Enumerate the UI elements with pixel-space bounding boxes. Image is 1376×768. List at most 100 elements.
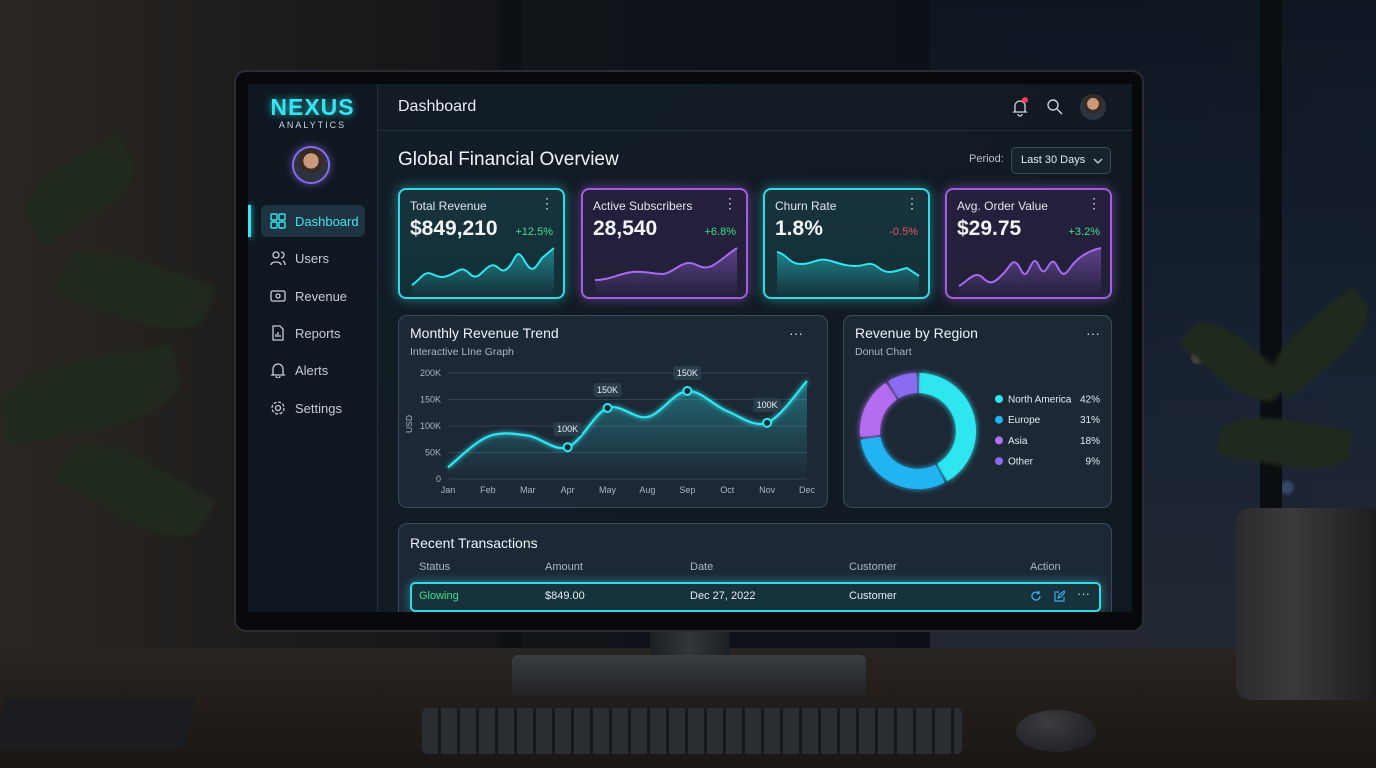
status-cell: Glowing: [419, 590, 459, 602]
x-tick-label: Apr: [561, 485, 575, 495]
dropdown-caret: [1093, 158, 1103, 164]
annotation-box: [673, 366, 702, 381]
kpi-change: -0.5%: [889, 226, 918, 238]
legend-swatch: [995, 415, 1003, 424]
table-row[interactable]: [410, 582, 1101, 612]
user-avatar[interactable]: [294, 148, 328, 182]
donut-chart-panel: Revenue by Region Donut Chart ··· North …: [843, 315, 1112, 508]
kpi-card[interactable]: Active Subscribers ⋮ 28,540 +6.8%: [581, 188, 748, 299]
dashboard-screen: NEXUS ANALYTICS Dashboard Users Revenue …: [248, 84, 1132, 612]
legend-swatch: [995, 436, 1003, 445]
kpi-card[interactable]: Churn Rate ⋮ 1.8% -0.5%: [763, 188, 930, 299]
search-icon[interactable]: [1046, 98, 1064, 116]
column-header: Status: [419, 561, 451, 573]
monitor-base: [512, 655, 866, 697]
legend-value: 31%: [1080, 415, 1100, 426]
legend-label: Europe: [1008, 415, 1041, 426]
x-tick-label: Sep: [679, 485, 695, 495]
nav-item[interactable]: Users: [261, 242, 365, 274]
kpi-value: $849,210: [410, 217, 498, 240]
annotation: 150K: [677, 368, 698, 378]
chart-subtitle: Donut Chart: [855, 346, 912, 358]
nav-item[interactable]: Alerts: [261, 354, 365, 386]
sidebar: NEXUS ANALYTICS Dashboard Users Revenue …: [248, 84, 378, 612]
card-menu[interactable]: ···: [789, 325, 803, 341]
y-tick-label: 0: [436, 474, 441, 484]
sparkline: [776, 251, 920, 297]
legend-value: 9%: [1086, 457, 1101, 468]
plant-leaf: [13, 134, 147, 246]
header-title: Dashboard: [398, 98, 477, 115]
line: [447, 380, 808, 469]
kpi-card[interactable]: Total Revenue ⋮ $849,210 +12.5%: [398, 188, 565, 299]
chart-title: Revenue by Region: [855, 325, 978, 341]
y-tick-label: 50K: [425, 448, 441, 458]
nav-item[interactable]: Revenue: [261, 280, 365, 312]
x-tick-label: Nov: [759, 485, 776, 495]
kpi-value: 28,540: [593, 217, 658, 240]
page-title: Global Financial Overview: [398, 149, 619, 170]
column-header: Amount: [545, 561, 583, 573]
kpi-label: Avg. Order Value: [957, 199, 1048, 213]
legend-value: 42%: [1080, 395, 1100, 406]
annotation-box: [553, 422, 582, 437]
column-header: Action: [1030, 561, 1061, 573]
period-value: Last 30 Days: [1021, 154, 1086, 166]
x-tick-label: May: [599, 485, 617, 495]
chart-title: Monthly Revenue Trend: [410, 325, 559, 341]
plant-pot: [1236, 508, 1376, 700]
kpi-label: Total Revenue: [410, 199, 487, 213]
y-axis-label: USD: [404, 415, 414, 433]
card-menu[interactable]: ⋮: [905, 195, 919, 211]
more-button[interactable]: ···: [1077, 586, 1090, 601]
card-menu[interactable]: ···: [1086, 325, 1100, 341]
nav-label: Revenue: [295, 289, 348, 304]
kpi-card[interactable]: Avg. Order Value ⋮ $29.75 +3.2%: [945, 188, 1112, 299]
nav-icon: [270, 363, 286, 378]
kpi-value: $29.75: [957, 217, 1022, 240]
period-label: Period:: [969, 153, 1004, 165]
nav-item[interactable]: Dashboard: [261, 205, 365, 237]
data-point: [602, 402, 613, 413]
card-menu[interactable]: ⋮: [540, 195, 554, 211]
donut-segment: [860, 382, 897, 437]
nav-label: Reports: [295, 326, 341, 341]
mouse: [1016, 710, 1096, 752]
transactions-panel: Recent Transactions Status Amount Date C…: [398, 523, 1112, 612]
plant-leaf: [54, 236, 216, 344]
legend-label: Other: [1008, 457, 1034, 468]
donut-chart: Revenue by Region Donut Chart ··· North …: [855, 325, 1101, 489]
plant-leaf: [0, 344, 185, 446]
annotation: 100K: [557, 424, 578, 434]
nav-label: Alerts: [295, 363, 329, 378]
line-chart: Monthly Revenue Trend Interactive LIne G…: [404, 325, 815, 495]
brand-tagline: ANALYTICS: [278, 120, 347, 130]
legend-swatch: [995, 457, 1003, 466]
kpi-value: 1.8%: [775, 217, 823, 240]
y-tick-label: 100K: [420, 421, 441, 431]
kpi-change: +6.8%: [704, 226, 737, 238]
legend-swatch: [995, 395, 1003, 403]
nav-item[interactable]: Reports: [261, 317, 365, 349]
donut-segment: [888, 373, 918, 399]
nav-icon: [270, 213, 286, 229]
y-tick-label: 150K: [420, 395, 441, 405]
user-avatar[interactable]: [1080, 94, 1106, 120]
x-tick-label: Aug: [639, 485, 655, 495]
nav-icon: [272, 325, 284, 341]
refresh-button[interactable]: [1030, 590, 1042, 602]
nav-item[interactable]: Settings: [261, 392, 365, 424]
card-menu[interactable]: ⋮: [723, 195, 737, 211]
kpi-label: Active Subscribers: [593, 199, 693, 213]
card-menu[interactable]: ⋮: [1087, 195, 1101, 211]
annotation: 150K: [597, 385, 618, 395]
brand-name: NEXUS: [270, 94, 355, 120]
notification-icon[interactable]: [1011, 97, 1029, 117]
period-select[interactable]: Last 30 Days: [1011, 147, 1111, 174]
line-area: [448, 380, 807, 479]
legend-label: Asia: [1008, 436, 1028, 447]
edit-button[interactable]: [1053, 590, 1065, 602]
notebook: [0, 698, 196, 750]
legend-value: 18%: [1080, 436, 1100, 447]
